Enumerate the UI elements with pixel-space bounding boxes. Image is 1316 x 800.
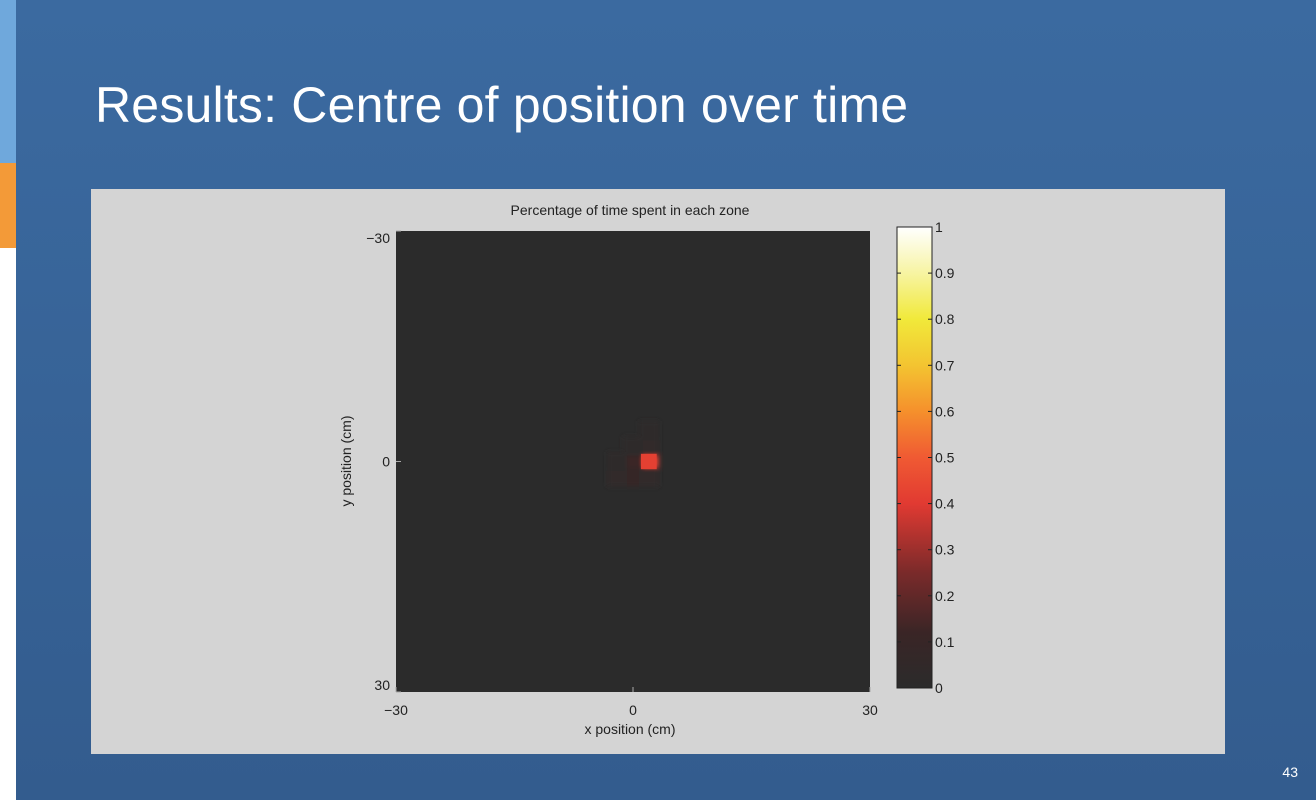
colorbar-tick-label: 0.3 <box>935 542 955 558</box>
y-tick-label: 0 <box>382 454 390 470</box>
accent-bar-blue <box>0 0 16 163</box>
heatmap-cell <box>640 453 657 470</box>
y-tick-label: 30 <box>374 677 390 693</box>
colorbar-tick-label: 0.2 <box>935 588 955 604</box>
x-tick-label: 30 <box>862 702 878 718</box>
colorbar-tick-label: 0.8 <box>935 311 955 327</box>
slide-title: Results: Centre of position over time <box>95 77 909 133</box>
y-tick-label: −30 <box>366 230 390 246</box>
x-tick-label: 0 <box>629 702 637 718</box>
x-tick-label: −30 <box>384 702 408 718</box>
figure-panel: Percentage of time spent in each zone −3… <box>91 189 1225 754</box>
heatmap-cell-glow <box>638 436 659 456</box>
heatmap-chart: Percentage of time spent in each zone −3… <box>338 202 955 737</box>
colorbar-tick-label: 0.1 <box>935 634 955 650</box>
accent-bar-orange <box>0 163 16 248</box>
colorbar-tick-label: 0.7 <box>935 357 955 373</box>
colorbar-ticks: 0 0.1 0.2 0.3 0.4 0.5 0.6 0.7 0.8 0.9 1 <box>897 219 955 696</box>
colorbar-tick-label: 0 <box>935 680 943 696</box>
heatmap-cell-glow <box>607 467 628 487</box>
heatmap-cell-glow <box>623 436 643 456</box>
colorbar-tick-label: 0.9 <box>935 265 955 281</box>
chart-title: Percentage of time spent in each zone <box>511 202 750 218</box>
heatmap-cell-glow <box>638 421 659 441</box>
colorbar-tick-label: 0.6 <box>935 403 955 419</box>
colorbar <box>896 226 933 689</box>
x-axis-label: x position (cm) <box>584 721 675 737</box>
heatmap-cells <box>640 453 657 470</box>
heatmap-cell-glow <box>638 467 659 487</box>
heatmap-cell-glow <box>623 451 643 472</box>
page-number: 43 <box>1282 764 1298 780</box>
colorbar-tick-label: 1 <box>935 219 943 235</box>
colorbar-tick-label: 0.5 <box>935 450 955 466</box>
colorbar-tick-label: 0.4 <box>935 496 955 512</box>
axes: −30 0 30 −30 0 30 <box>366 230 878 718</box>
heatmap-cell-glow <box>623 467 643 487</box>
y-axis-label: y position (cm) <box>338 415 354 506</box>
heatmap-cell-glow <box>607 451 628 472</box>
